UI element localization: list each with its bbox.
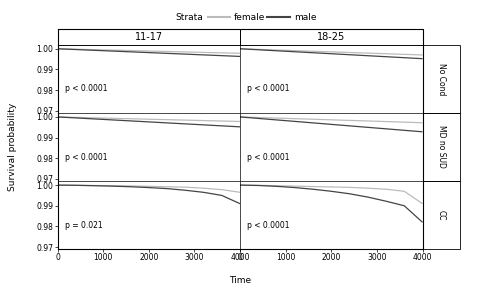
Text: MD no SUD: MD no SUD [437, 126, 446, 168]
Text: 18-25: 18-25 [317, 32, 346, 42]
Text: p < 0.0001: p < 0.0001 [248, 84, 290, 93]
Text: p < 0.0001: p < 0.0001 [65, 153, 108, 162]
Text: p < 0.0001: p < 0.0001 [65, 84, 108, 93]
Text: Strata: Strata [175, 13, 203, 22]
Text: male: male [294, 13, 316, 22]
Text: Survival probability: Survival probability [8, 103, 17, 191]
Text: p = 0.021: p = 0.021 [65, 221, 102, 230]
Text: p < 0.0001: p < 0.0001 [248, 221, 290, 230]
Text: No Cond: No Cond [437, 62, 446, 95]
Text: Time: Time [229, 276, 251, 285]
Text: CC: CC [437, 210, 446, 220]
Text: p < 0.0001: p < 0.0001 [248, 153, 290, 162]
Text: female: female [234, 13, 266, 22]
Text: 11-17: 11-17 [134, 32, 163, 42]
